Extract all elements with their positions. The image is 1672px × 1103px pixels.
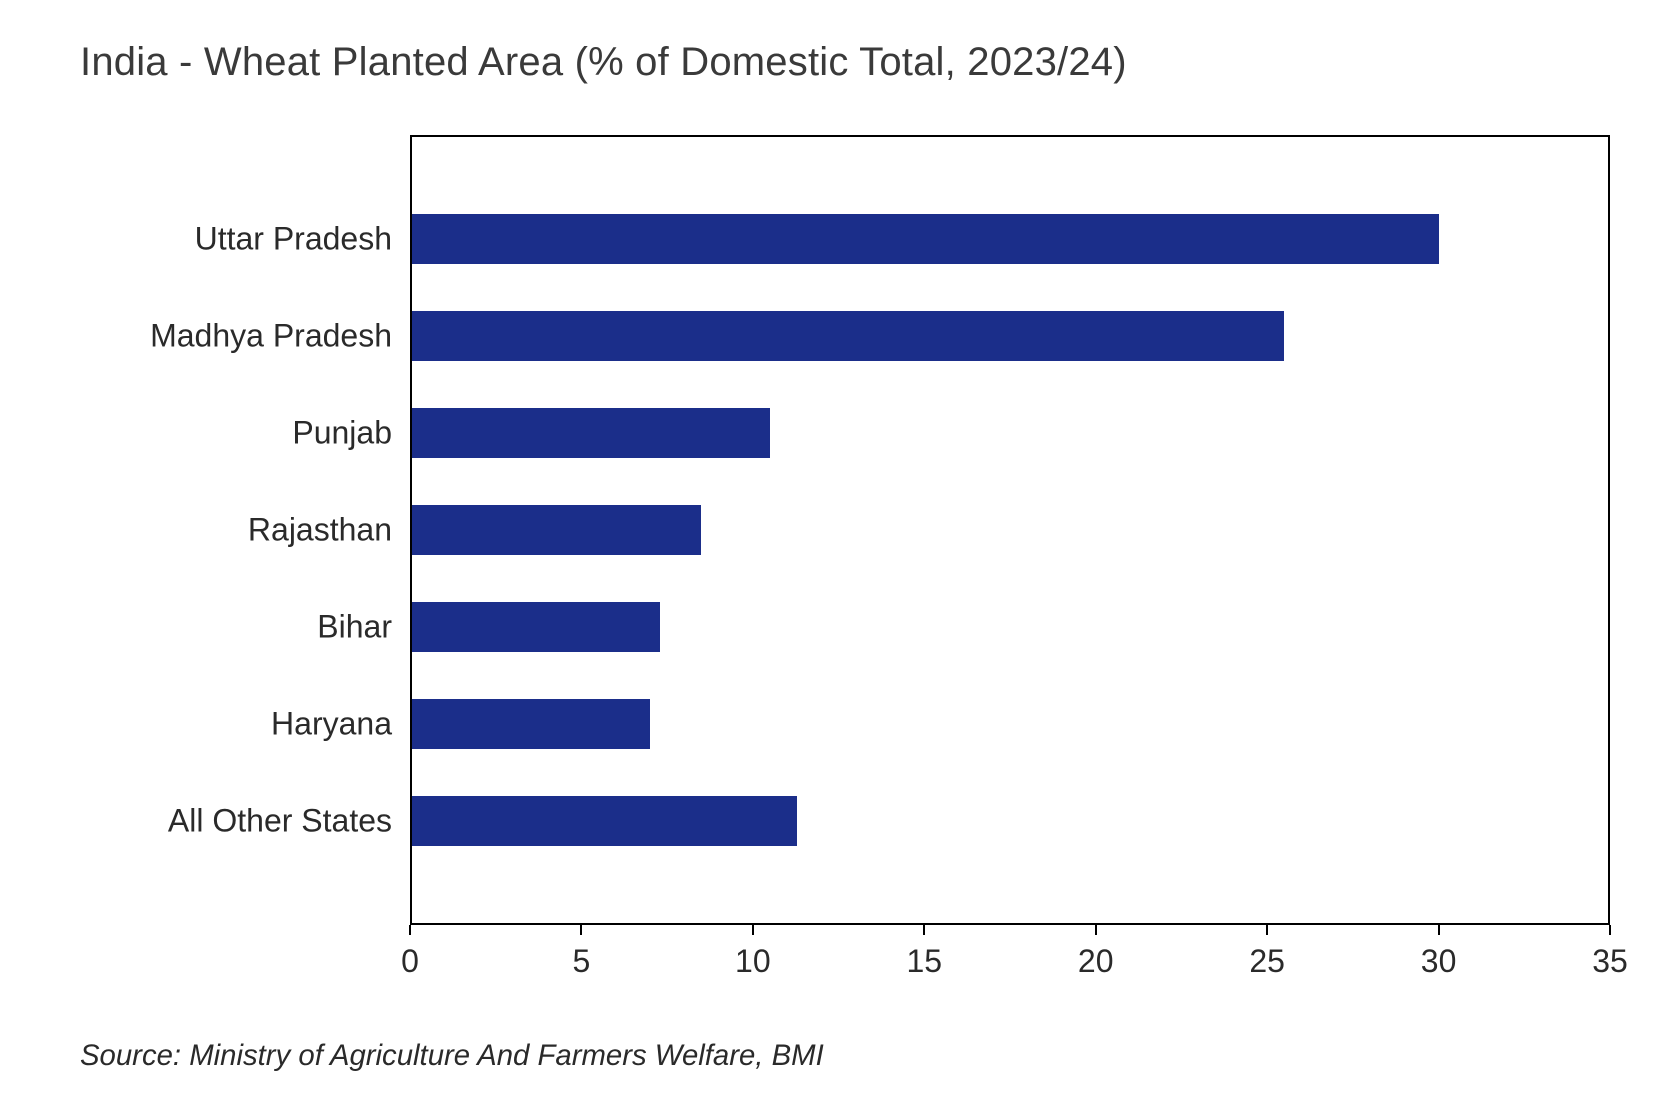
x-axis-tick xyxy=(1609,925,1611,935)
plot-area: 05101520253035Uttar PradeshMadhya Prades… xyxy=(410,135,1610,925)
bar xyxy=(412,796,797,846)
y-axis-category-label: Haryana xyxy=(271,706,410,743)
x-axis-tick-label: 0 xyxy=(401,943,419,980)
x-axis-tick xyxy=(409,925,411,935)
x-axis-line xyxy=(410,923,1610,925)
y-axis-category-label: Madhya Pradesh xyxy=(150,317,410,354)
bar xyxy=(412,408,770,458)
x-axis-tick xyxy=(1095,925,1097,935)
bar xyxy=(412,311,1284,361)
bar xyxy=(412,602,660,652)
x-axis-tick xyxy=(752,925,754,935)
x-axis-tick-label: 35 xyxy=(1592,943,1628,980)
y-axis-category-label: All Other States xyxy=(168,803,410,840)
y-axis-category-label: Uttar Pradesh xyxy=(195,220,410,257)
chart-source-note: Source: Ministry of Agriculture And Farm… xyxy=(80,1039,824,1073)
bar xyxy=(412,505,701,555)
y-axis-category-label: Bihar xyxy=(317,609,410,646)
axis-top-border xyxy=(410,135,1610,137)
chart-title: India - Wheat Planted Area (% of Domesti… xyxy=(80,40,1612,85)
chart-container: 05101520253035Uttar PradeshMadhya Prades… xyxy=(100,135,1620,995)
axis-right-border xyxy=(1608,135,1610,925)
x-axis-tick-label: 20 xyxy=(1078,943,1114,980)
bar xyxy=(412,214,1439,264)
y-axis-category-label: Punjab xyxy=(292,414,410,451)
x-axis-tick xyxy=(1438,925,1440,935)
bar xyxy=(412,699,650,749)
x-axis-tick xyxy=(580,925,582,935)
x-axis-tick xyxy=(923,925,925,935)
x-axis-tick-label: 25 xyxy=(1249,943,1285,980)
y-axis-category-label: Rajasthan xyxy=(248,512,410,549)
x-axis-tick-label: 15 xyxy=(906,943,942,980)
x-axis-tick-label: 10 xyxy=(735,943,771,980)
x-axis-tick xyxy=(1266,925,1268,935)
x-axis-tick-label: 30 xyxy=(1421,943,1457,980)
x-axis-tick-label: 5 xyxy=(573,943,591,980)
